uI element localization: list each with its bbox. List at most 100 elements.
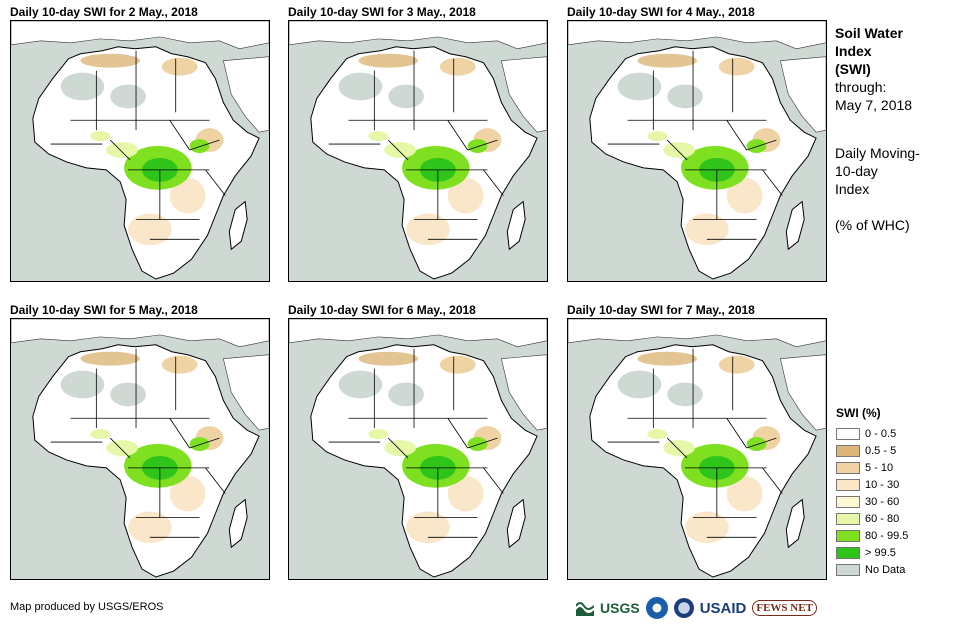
moist-area xyxy=(106,142,139,158)
legend-item: > 99.5 xyxy=(836,544,956,561)
country-borders xyxy=(50,50,226,240)
no-data-area xyxy=(388,382,424,407)
africa-map xyxy=(567,318,827,580)
panel-title: Daily 10-day SWI for 5 May., 2018 xyxy=(10,303,198,317)
usaid-logo: USAID xyxy=(699,599,747,617)
dry-area xyxy=(128,213,172,246)
noaa-logo-icon xyxy=(645,597,668,619)
dry-area xyxy=(406,511,450,544)
dry-area xyxy=(128,511,172,544)
madagascar xyxy=(785,498,805,549)
africa-map xyxy=(288,318,548,580)
usaid-seal-icon xyxy=(673,598,694,618)
legend-swatch xyxy=(836,512,860,525)
madagascar xyxy=(506,498,526,549)
legend-label: 0 - 0.5 xyxy=(865,427,897,440)
swi-legend: SWI (%) 0 - 0.5 0.5 - 5 5 - 10 10 - 30 30 - … xyxy=(836,406,956,578)
legend-label: No Data xyxy=(865,563,906,576)
wet-area xyxy=(467,437,488,451)
no-data-area xyxy=(617,370,662,399)
dry-area xyxy=(80,53,140,68)
dry-area xyxy=(169,475,206,512)
wet-area xyxy=(467,139,488,153)
country-borders xyxy=(328,348,504,538)
through-date: May 7, 2018 xyxy=(835,97,913,113)
dry-area xyxy=(161,57,198,76)
europe-landmass xyxy=(568,21,826,50)
moist-area xyxy=(384,142,417,158)
moist-area xyxy=(90,131,111,142)
legend-item: 80 - 99.5 xyxy=(836,527,956,544)
title-line-2: Index xyxy=(835,43,872,59)
index-description: Soil Water Index (SWI) through: May 7, 2… xyxy=(835,24,960,234)
map-svg xyxy=(289,21,547,281)
map-panel-5: Daily 10-day SWI for 6 May., 2018 xyxy=(288,302,548,580)
no-data-area xyxy=(110,382,146,407)
legend-label: 30 - 60 xyxy=(865,495,900,508)
panel-title: Daily 10-day SWI for 4 May., 2018 xyxy=(567,5,755,19)
no-data-area xyxy=(617,72,662,101)
moist-area xyxy=(106,440,139,456)
usgs-logo: USGS xyxy=(600,600,640,616)
europe-landmass xyxy=(289,21,547,50)
legend-swatch xyxy=(836,529,860,542)
map-panel-4: Daily 10-day SWI for 5 May., 2018 xyxy=(10,302,270,580)
legend-title: SWI (%) xyxy=(836,406,881,420)
dry-area xyxy=(406,213,450,246)
no-data-area xyxy=(667,84,703,109)
no-data-area xyxy=(338,72,383,101)
moist-area xyxy=(90,429,111,440)
arabia-landmass xyxy=(500,354,547,431)
no-data-area xyxy=(110,84,146,109)
agency-logos: USGS USAID FEWS NET xyxy=(576,595,836,621)
panel-title: Daily 10-day SWI for 3 May., 2018 xyxy=(288,5,476,19)
panel-title: Daily 10-day SWI for 2 May., 2018 xyxy=(10,5,198,19)
legend-item: 0 - 0.5 xyxy=(836,425,956,442)
dry-area xyxy=(439,355,476,374)
country-borders xyxy=(607,348,783,538)
desc-line-1: Daily Moving- xyxy=(835,145,920,161)
credit-text: Map produced by USGS/EROS xyxy=(10,601,164,613)
legend-swatch xyxy=(836,444,860,457)
map-panel-6: Daily 10-day SWI for 7 May., 2018 xyxy=(567,302,827,580)
europe-landmass xyxy=(11,21,269,50)
country-borders xyxy=(50,348,226,538)
dry-area xyxy=(439,57,476,76)
legend-swatch xyxy=(836,546,860,559)
wet-area xyxy=(746,437,767,451)
legend-item: 5 - 10 xyxy=(836,459,956,476)
legend-label: 10 - 30 xyxy=(865,478,900,491)
dry-area xyxy=(447,177,484,214)
africa-map xyxy=(288,20,548,282)
panel-title: Daily 10-day SWI for 6 May., 2018 xyxy=(288,303,476,317)
legend-item: 10 - 30 xyxy=(836,476,956,493)
usgs-wave-icon xyxy=(576,602,594,616)
madagascar xyxy=(506,200,526,251)
legend-swatch xyxy=(836,427,860,440)
map-panel-1: Daily 10-day SWI for 2 May., 2018 xyxy=(10,4,270,282)
arabia-landmass xyxy=(222,354,269,431)
map-svg xyxy=(568,319,826,579)
legend-label: 0.5 - 5 xyxy=(865,444,897,457)
madagascar xyxy=(785,200,805,251)
moist-area xyxy=(663,142,696,158)
through-label: through: xyxy=(835,79,887,95)
legend-label: > 99.5 xyxy=(865,546,896,559)
dry-area xyxy=(637,351,697,366)
madagascar xyxy=(228,498,248,549)
unit-label: (% of WHC) xyxy=(835,217,910,233)
europe-landmass xyxy=(11,319,269,348)
legend-swatch xyxy=(836,495,860,508)
fews-net-logo: FEWS NET xyxy=(752,600,817,616)
wet-area xyxy=(746,139,767,153)
title-line-3: (SWI) xyxy=(835,61,871,77)
europe-landmass xyxy=(568,319,826,348)
no-data-area xyxy=(338,370,383,399)
moist-area xyxy=(368,429,389,440)
wet-area xyxy=(189,437,210,451)
arabia-landmass xyxy=(779,354,826,431)
legend-item: 0.5 - 5 xyxy=(836,442,956,459)
dry-area xyxy=(726,475,763,512)
country-borders xyxy=(328,50,504,240)
legend-item: 60 - 80 xyxy=(836,510,956,527)
